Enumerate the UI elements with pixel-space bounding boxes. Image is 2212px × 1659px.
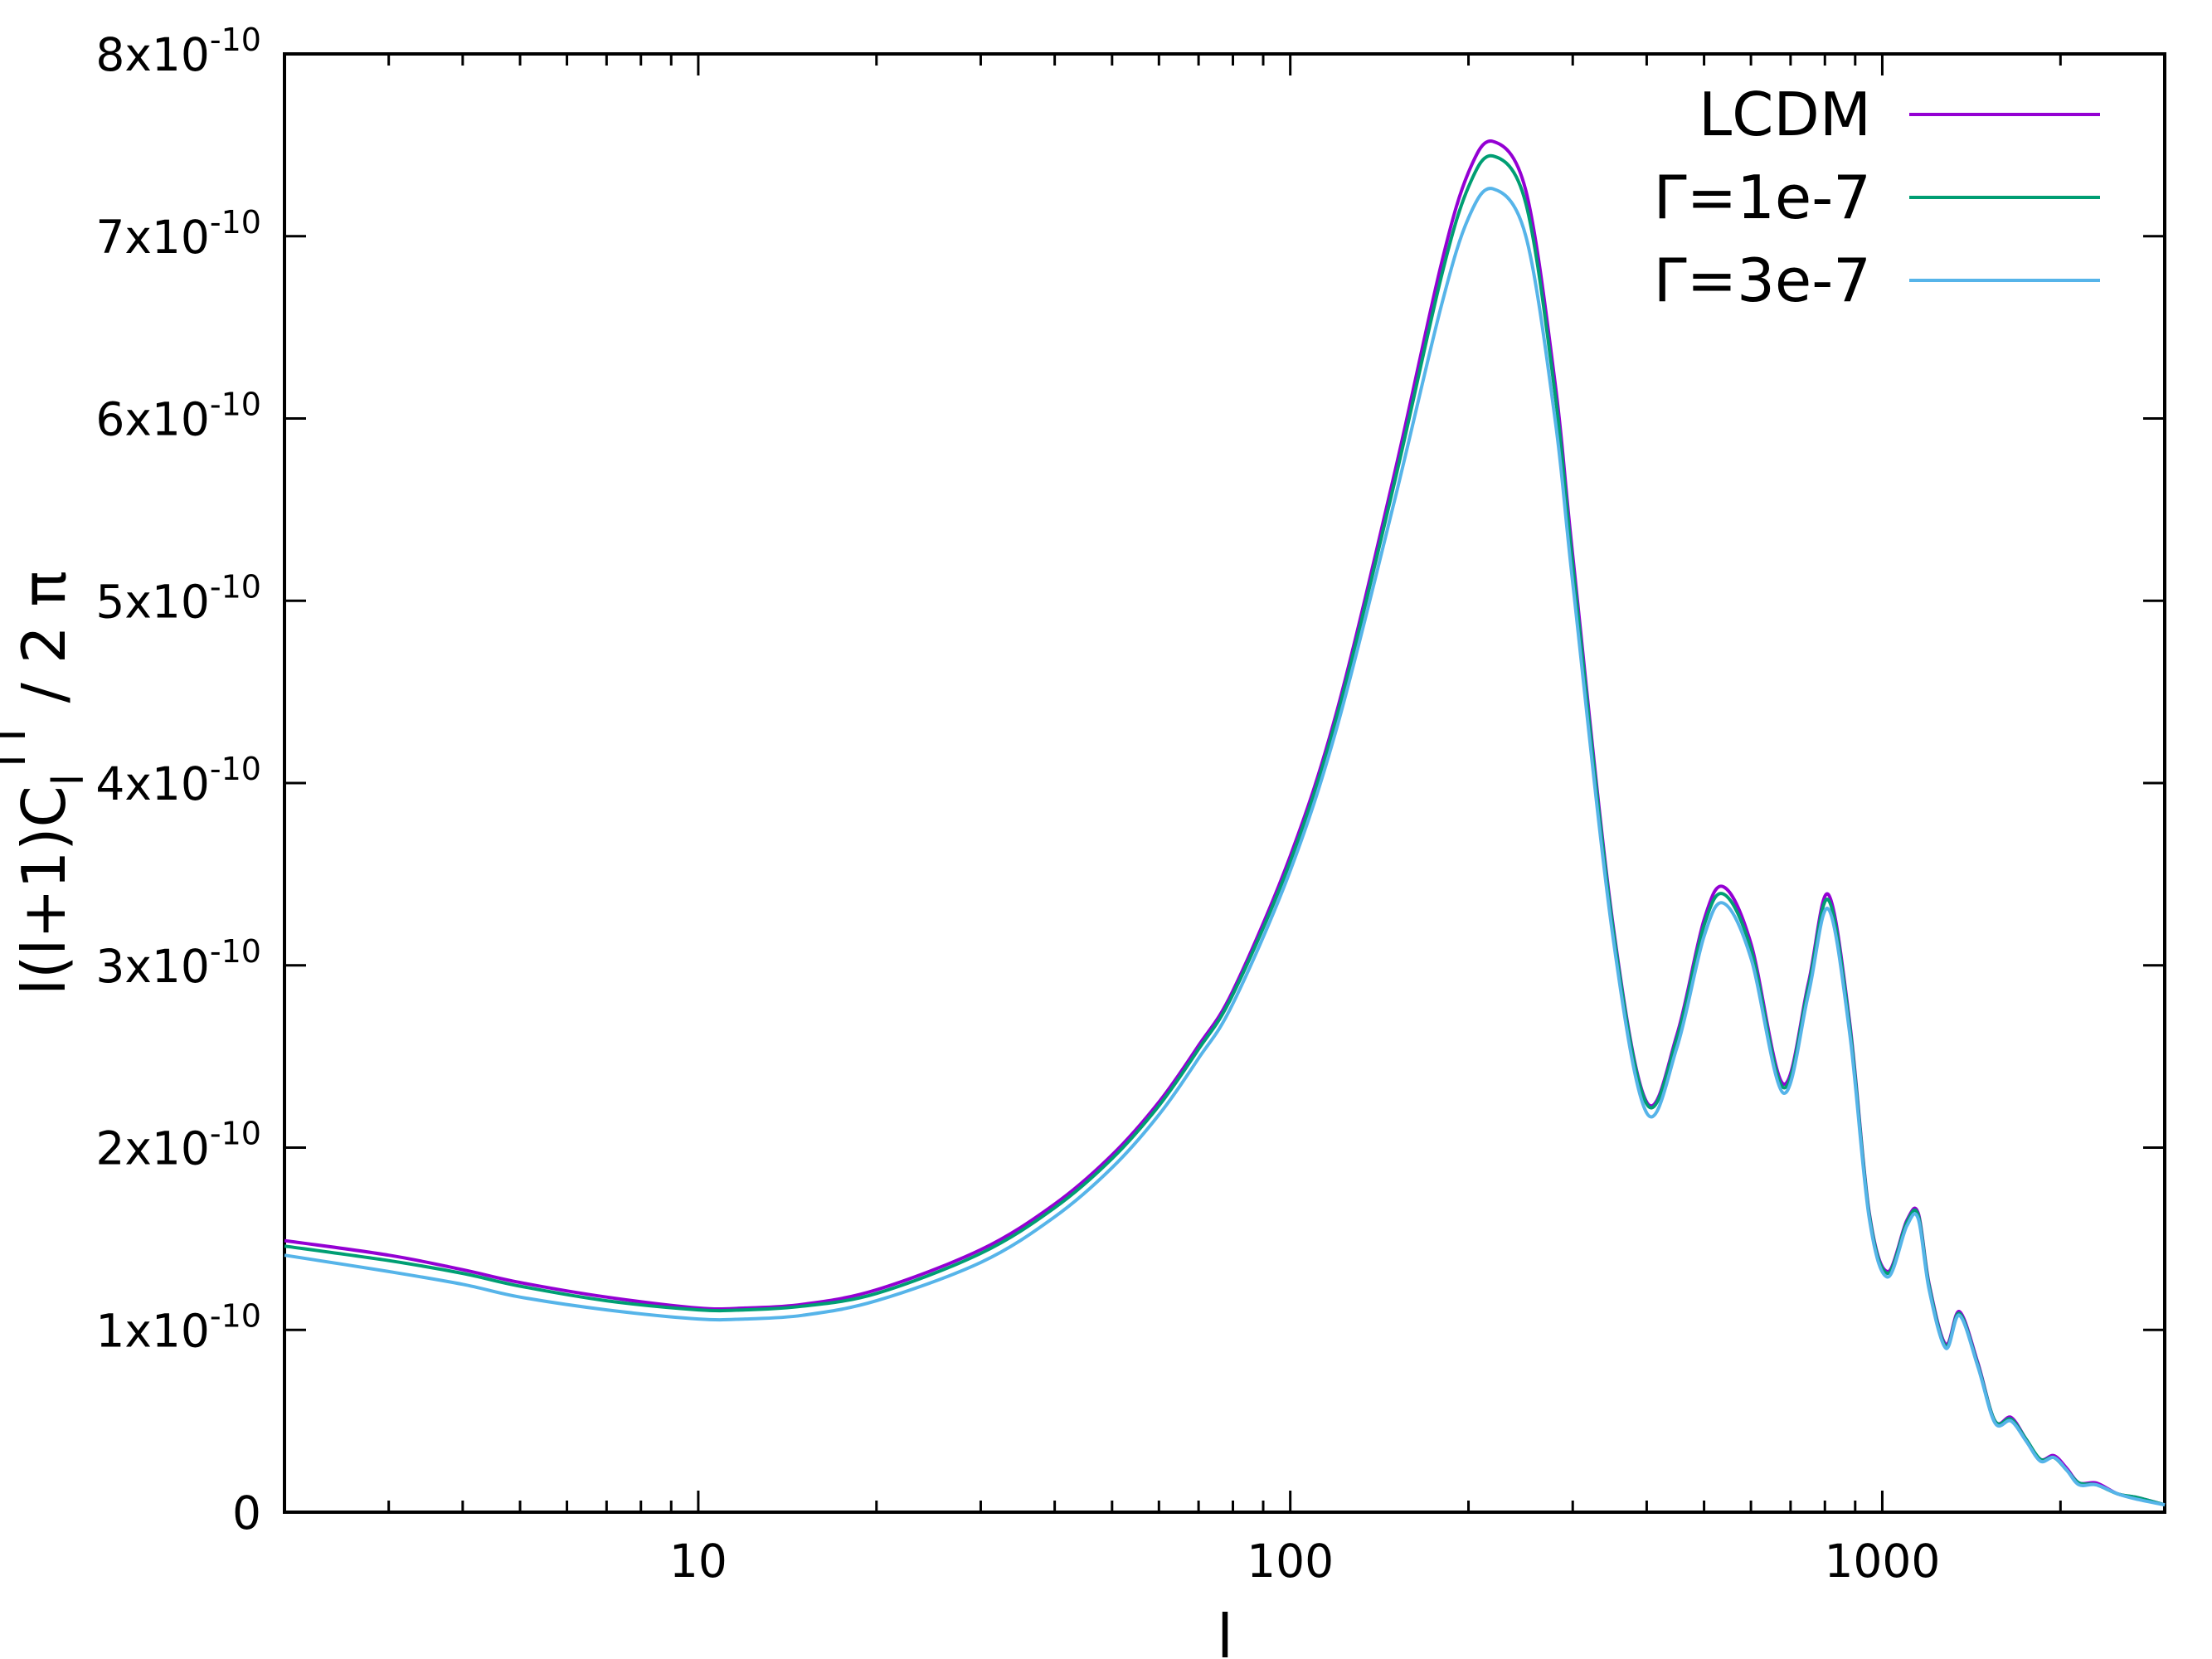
y-tick-mantissa: 1x10 bbox=[95, 1304, 210, 1357]
x-tick-label: 10 bbox=[669, 1535, 727, 1588]
series-line-1 bbox=[284, 153, 2166, 1507]
y-tick-mantissa: 3x10 bbox=[95, 940, 210, 993]
legend-label: Γ=3e-7 bbox=[1654, 246, 1871, 315]
y-tick-label: 3x10-10 bbox=[95, 933, 261, 993]
y-tick-mantissa: 2x10 bbox=[95, 1122, 210, 1175]
y-tick-exponent: -10 bbox=[210, 22, 261, 58]
y-tick-exponent: -10 bbox=[210, 204, 261, 241]
y-tick-label: 4x10-10 bbox=[95, 751, 261, 810]
y-tick-label: 5x10-10 bbox=[95, 568, 261, 628]
y-tick-mantissa: 7x10 bbox=[95, 211, 210, 264]
y-tick-exponent: -10 bbox=[210, 387, 261, 423]
series-lines bbox=[284, 139, 2166, 1507]
y-tick-label: 8x10-10 bbox=[95, 22, 261, 81]
y-tick-label: 2x10-10 bbox=[95, 1116, 261, 1175]
y-axis-ticks: 01x10-102x10-103x10-104x10-105x10-106x10… bbox=[95, 22, 2165, 1540]
y-tick-exponent: -10 bbox=[210, 1297, 261, 1334]
y-tick-label: 0 bbox=[232, 1486, 261, 1540]
y-tick-exponent: -10 bbox=[210, 751, 261, 787]
y-axis-title-tail: / 2 π bbox=[9, 571, 79, 722]
y-axis-title: l(l+1)Cl TT / 2 π bbox=[0, 571, 94, 995]
x-tick-label: 100 bbox=[1247, 1535, 1334, 1588]
y-tick-label: 7x10-10 bbox=[95, 204, 261, 264]
y-tick-label: 6x10-10 bbox=[95, 387, 261, 446]
y-tick-label: 1x10-10 bbox=[95, 1297, 261, 1357]
x-axis-ticks: 10 100 1000 bbox=[669, 54, 1940, 1588]
y-tick-exponent: -10 bbox=[210, 933, 261, 970]
y-axis-title-sub: l bbox=[44, 774, 94, 786]
x-tick-label: 1000 bbox=[1824, 1535, 1940, 1588]
legend: LCDM Γ=1e-7 Γ=3e-7 bbox=[1654, 80, 2100, 315]
y-tick-mantissa: 0 bbox=[232, 1486, 261, 1540]
series-line-2 bbox=[284, 187, 2166, 1507]
legend-label: LCDM bbox=[1699, 80, 1871, 149]
y-tick-mantissa: 5x10 bbox=[95, 575, 210, 628]
series-line-0 bbox=[284, 139, 2166, 1507]
legend-label: Γ=1e-7 bbox=[1654, 163, 1871, 232]
y-tick-mantissa: 6x10 bbox=[95, 393, 210, 446]
y-tick-mantissa: 8x10 bbox=[95, 28, 210, 81]
y-axis-title-sup: TT bbox=[0, 722, 36, 775]
y-tick-exponent: -10 bbox=[210, 568, 261, 605]
y-axis-title-main: l(l+1)C bbox=[9, 786, 79, 995]
y-tick-mantissa: 4x10 bbox=[95, 757, 210, 810]
minor-ticks bbox=[283, 54, 2166, 1512]
x-axis-title: l bbox=[1217, 1602, 1233, 1659]
y-tick-exponent: -10 bbox=[210, 1116, 261, 1152]
